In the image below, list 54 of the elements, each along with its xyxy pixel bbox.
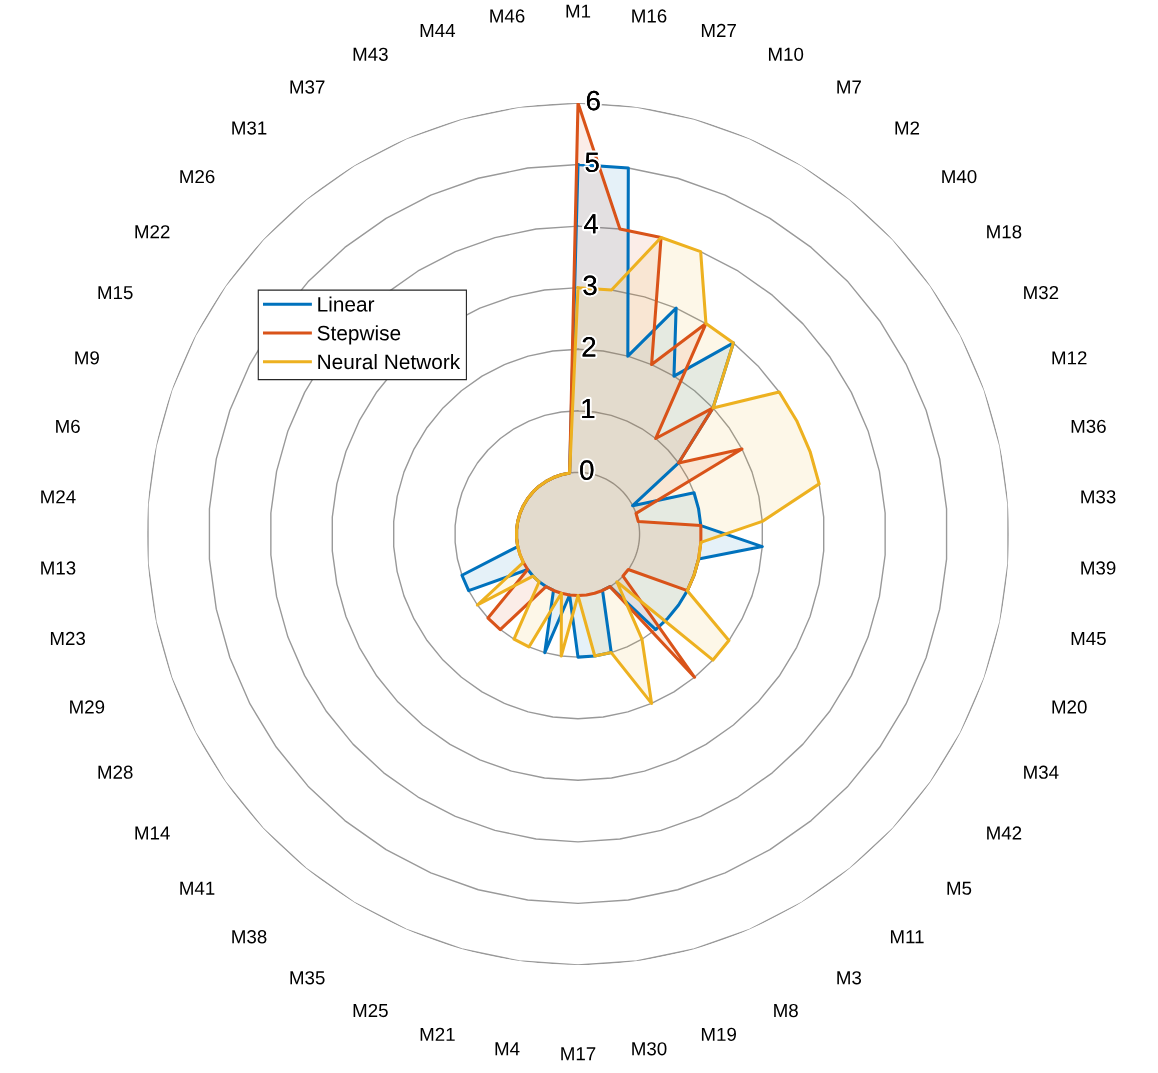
spoke-label: M25 [353, 1003, 388, 1018]
spoke-label: M13 [41, 561, 76, 575]
spoke-label: M35 [290, 971, 325, 985]
spoke-label: M8 [774, 1003, 798, 1018]
spoke-label: M30 [632, 1042, 667, 1056]
spoke-label: M43 [353, 47, 388, 61]
legend-label: Linear [318, 296, 375, 312]
y-tick-label: 1 [582, 398, 595, 419]
spoke-label: M19 [701, 1027, 736, 1041]
spoke-label: M46 [490, 9, 525, 23]
spoke-label: M40 [942, 169, 977, 184]
spoke-label: M15 [98, 286, 133, 300]
spoke-label: M32 [1024, 285, 1059, 300]
spoke-label: M37 [290, 80, 325, 94]
spoke-label: M38 [232, 930, 267, 944]
spoke-label: M36 [1071, 419, 1106, 433]
y-tick-label: 0 [580, 460, 594, 480]
spoke-label: M44 [420, 24, 456, 37]
spoke-label: M3 [837, 971, 862, 985]
spoke-label: M14 [135, 826, 170, 840]
spoke-label: M18 [987, 225, 1022, 239]
spoke-label: M34 [1024, 765, 1059, 779]
spoke-label: M17 [561, 1047, 596, 1061]
legend-label: Stepwise [317, 325, 401, 345]
spoke-label: M41 [180, 881, 215, 895]
y-tick-label: 4 [584, 214, 599, 234]
spoke-label: M5 [947, 881, 972, 895]
spoke-label: M11 [890, 930, 924, 944]
spoke-label: M4 [495, 1042, 520, 1056]
spoke-label: M31 [232, 121, 267, 135]
spoke-label: M2 [895, 121, 920, 135]
spoke-label: M10 [768, 47, 804, 61]
spoke-label: M6 [56, 419, 80, 433]
spoke-label: M27 [701, 23, 736, 37]
spoke-label: M21 [420, 1027, 455, 1041]
spoke-label: M42 [987, 826, 1022, 840]
legend-label: Neural Network [318, 353, 461, 370]
spoke-label: M20 [1052, 700, 1087, 714]
spoke-label: M24 [41, 490, 76, 504]
y-tick-label: 6 [586, 90, 600, 111]
spoke-label: M23 [50, 631, 86, 646]
spoke-label: M9 [75, 351, 99, 365]
spoke-label: M33 [1081, 490, 1116, 504]
spoke-label: M28 [98, 765, 133, 779]
spoke-label: M45 [1071, 632, 1106, 646]
spoke-label: M7 [837, 80, 861, 94]
spoke-label: M22 [135, 225, 170, 239]
spoke-label: M16 [632, 9, 667, 23]
y-tick-label: 2 [582, 337, 596, 357]
spoke-label: M39 [1081, 561, 1116, 575]
spoke-label: M12 [1052, 351, 1087, 365]
spoke-label: M26 [180, 169, 215, 184]
spoke-label: M29 [70, 700, 105, 714]
spoke-label: M1 [566, 4, 591, 18]
